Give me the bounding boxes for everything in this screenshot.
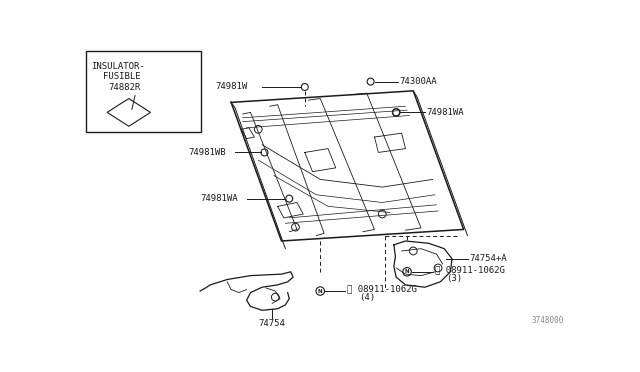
- Text: 74981WB: 74981WB: [189, 148, 226, 157]
- Text: 74754: 74754: [259, 319, 285, 328]
- Text: 74981WA: 74981WA: [426, 108, 464, 117]
- Text: Ⓝ 08911-1062G: Ⓝ 08911-1062G: [348, 284, 417, 293]
- Text: 74300AA: 74300AA: [399, 77, 437, 86]
- Text: N: N: [404, 269, 410, 274]
- Text: 74981WA: 74981WA: [200, 194, 237, 203]
- Text: N: N: [318, 289, 323, 294]
- Bar: [86, 51, 201, 132]
- Text: 74981W: 74981W: [216, 83, 248, 92]
- Text: 74882R: 74882R: [108, 83, 140, 92]
- Text: (4): (4): [359, 294, 375, 302]
- Text: INSULATOR-: INSULATOR-: [91, 62, 145, 71]
- Text: 3748000: 3748000: [532, 316, 564, 325]
- Text: Ⓝ 08911-1062G: Ⓝ 08911-1062G: [435, 265, 505, 274]
- Text: FUSIBLE: FUSIBLE: [103, 71, 141, 81]
- Text: 74754+A: 74754+A: [469, 254, 507, 263]
- Text: (3): (3): [446, 274, 462, 283]
